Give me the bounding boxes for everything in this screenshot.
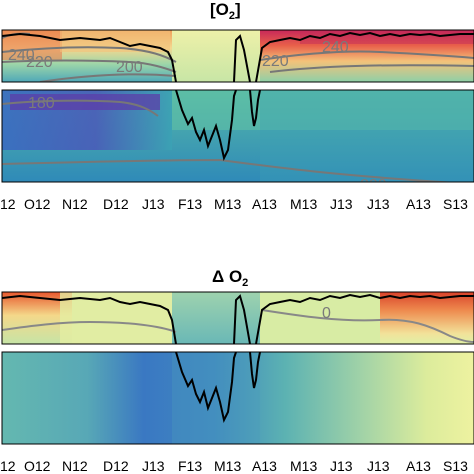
x-tick-label: O12 [24, 458, 51, 474]
o2-lower-panel: 180 200 [2, 90, 474, 194]
x-tick-label: S13 [443, 458, 468, 474]
x-tick-label: J13 [330, 458, 353, 474]
x-tick-label: M13 [290, 458, 317, 474]
x-tick-label: M13 [214, 196, 241, 212]
x-tick-label: J13 [142, 458, 165, 474]
contour-label: 220 [26, 54, 53, 71]
chart-o2-title: [O2] [210, 0, 241, 22]
x-tick-label: M13 [214, 458, 241, 474]
x-tick-label: A13 [252, 458, 277, 474]
x-tick-label: N12 [62, 458, 88, 474]
chart-delta-o2-title: Δ O2 [212, 267, 248, 289]
x-tick-label: M13 [290, 196, 317, 212]
x-tick-label: S13 [443, 196, 468, 212]
chart-o2: [O2] 240 220 200 220 240 [0, 0, 474, 212]
x-tick-label: J13 [330, 196, 353, 212]
x-tick-label: J13 [142, 196, 165, 212]
contour-label: 0 [322, 305, 331, 322]
x-tick-label: D12 [103, 196, 129, 212]
x-tick-label: 12 [0, 196, 16, 212]
x-tick-label: A13 [406, 458, 431, 474]
contour-label: 200 [360, 177, 387, 194]
contour-label: 220 [262, 53, 289, 70]
x-tick-label: A13 [252, 196, 277, 212]
x-tick-label: F13 [178, 458, 202, 474]
x-tick-label: 12 [0, 458, 16, 474]
contour-label: 240 [322, 39, 349, 56]
x-tick-label: A13 [406, 196, 431, 212]
x-tick-label: N12 [62, 196, 88, 212]
o2-x-axis: 12 O12 N12 D12 J13 F13 M13 A13 M13 J13 J… [0, 196, 468, 212]
chart-delta-o2: Δ O2 0 12 O12 [0, 267, 474, 474]
x-tick-label: J13 [367, 196, 390, 212]
contour-label: 180 [28, 95, 55, 112]
contour-label: 240 [8, 47, 35, 64]
x-tick-label: O12 [24, 196, 51, 212]
x-tick-label: F13 [178, 196, 202, 212]
delta-upper-panel: 0 [2, 292, 474, 344]
delta-lower-panel [2, 352, 474, 444]
contour-label: 200 [116, 59, 143, 76]
delta-x-axis: 12 O12 N12 D12 J13 F13 M13 A13 M13 J13 J… [0, 458, 468, 474]
o2-upper-panel: 240 220 200 220 240 [2, 30, 474, 82]
x-tick-label: J13 [367, 458, 390, 474]
x-tick-label: D12 [103, 458, 129, 474]
